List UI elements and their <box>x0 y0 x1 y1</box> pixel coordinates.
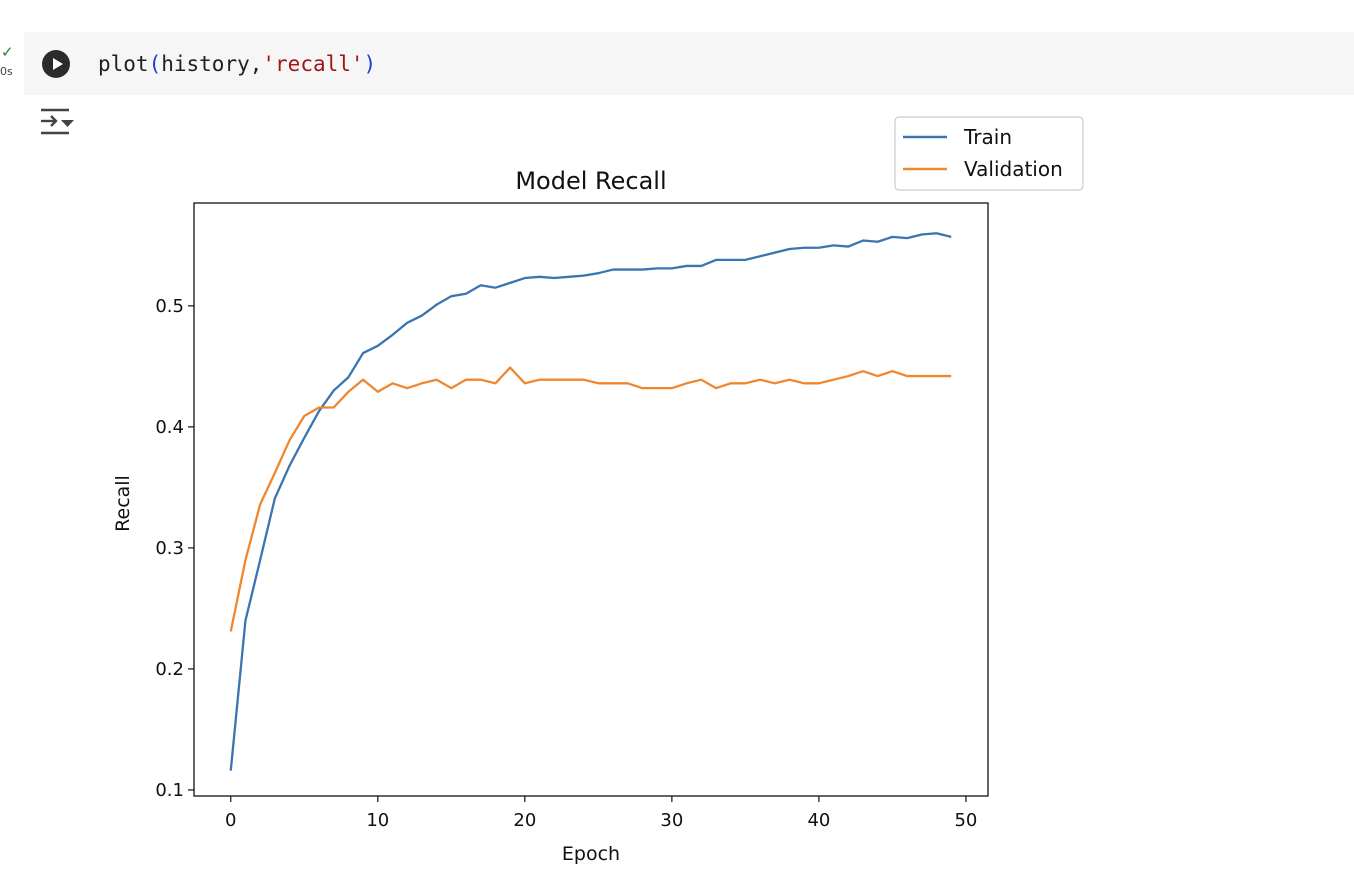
output-collapse-icon[interactable] <box>38 106 78 138</box>
code-cell[interactable]: plot(history,'recall') <box>24 32 1354 95</box>
x-tick-label: 0 <box>225 810 236 831</box>
y-tick-label: 0.5 <box>155 296 184 317</box>
series-line-validation <box>229 366 952 632</box>
y-tick-label: 0.2 <box>155 659 184 680</box>
code-argument: history, <box>161 52 263 76</box>
y-tick-label: 0.4 <box>155 417 184 438</box>
chart-legend: Train Validation <box>894 116 1084 191</box>
x-tick-label: 10 <box>366 810 389 831</box>
plot-frame <box>193 202 989 797</box>
y-tick-label: 0.1 <box>155 780 184 801</box>
x-axis-label: Epoch <box>562 843 620 865</box>
x-tick-label: 50 <box>954 810 977 831</box>
play-circle-icon <box>53 58 63 70</box>
code-close-paren: ) <box>363 52 377 76</box>
code-function: plot <box>98 52 149 76</box>
legend-label-train: Train <box>963 125 1012 149</box>
code-open-paren: ( <box>148 52 162 76</box>
execution-time: 0s <box>0 65 13 78</box>
legend-box <box>894 116 1084 191</box>
x-tick-label: 40 <box>807 810 830 831</box>
series-line-train <box>229 232 952 771</box>
x-tick-label: 20 <box>513 810 536 831</box>
code-string: 'recall' <box>262 52 364 76</box>
legend-label-validation: Validation <box>964 157 1063 181</box>
check-icon: ✓ <box>1 43 14 61</box>
chart-title: Model Recall <box>515 167 666 195</box>
x-tick-label: 30 <box>660 810 683 831</box>
y-tick-label: 0.3 <box>155 538 184 559</box>
run-cell-button[interactable] <box>42 50 70 78</box>
y-axis-label: Recall <box>112 475 134 532</box>
code-editor[interactable]: plot(history,'recall') <box>98 50 376 78</box>
